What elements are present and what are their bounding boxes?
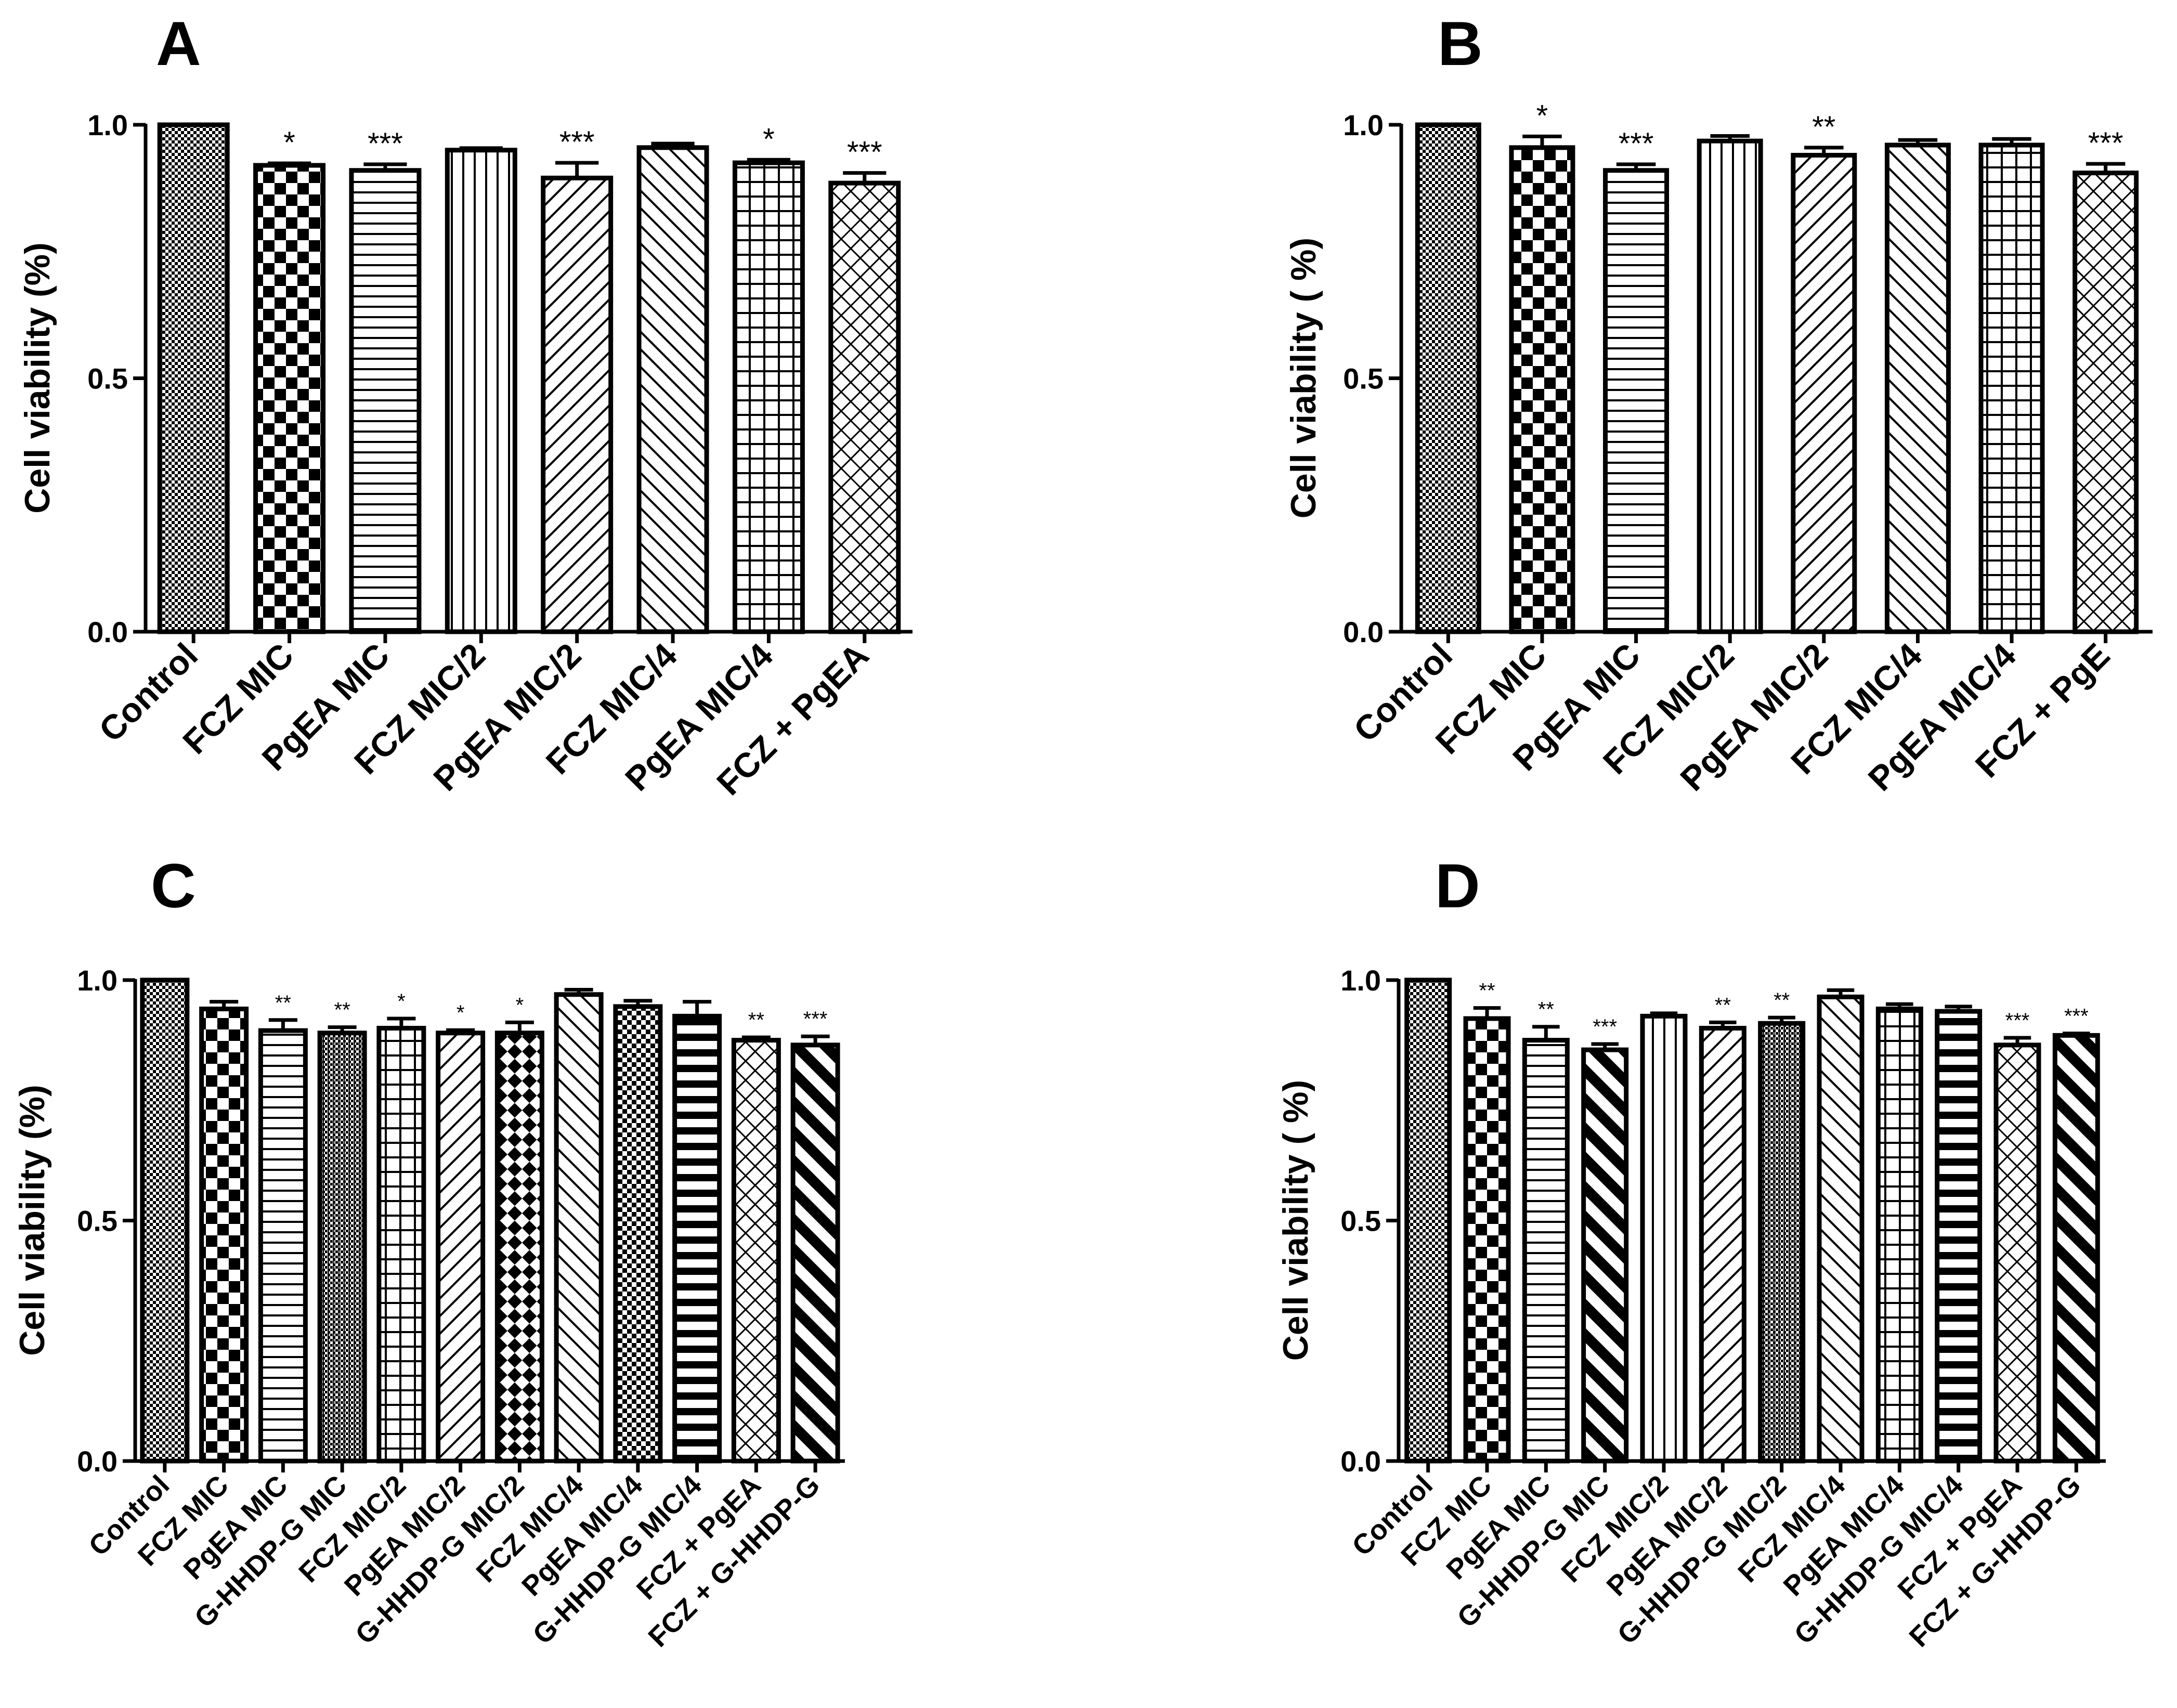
y-tick-label: 0.0	[87, 616, 128, 648]
significance-marker: ***	[368, 127, 403, 161]
bar-fcz-mic-4	[639, 148, 707, 632]
significance-marker: ***	[847, 136, 882, 170]
y-tick-label: 0.5	[77, 1205, 118, 1237]
figure: ACell viability (%)0.00.51.0Control*FCZ …	[0, 0, 2177, 1708]
bar-fcz-mic-4	[1887, 145, 1948, 632]
panel-letter: D	[1435, 851, 1480, 921]
y-tick-label: 1.0	[87, 109, 128, 141]
significance-marker: **	[275, 992, 291, 1014]
bar-fcz-mic	[1511, 148, 1573, 632]
bar-pgea-mic-2	[1793, 155, 1855, 632]
bar-fcz-mic	[202, 1009, 246, 1462]
bar-fcz-mic-2	[1699, 141, 1761, 632]
significance-marker: ***	[559, 125, 595, 159]
significance-marker: *	[457, 1001, 465, 1024]
significance-marker: *	[397, 990, 406, 1013]
significance-marker: **	[1479, 980, 1495, 1002]
y-tick-label: 0.0	[1343, 616, 1384, 648]
significance-marker: ***	[2064, 1005, 2089, 1028]
bar-pgea-mic-2	[543, 178, 611, 632]
bar-control	[1417, 125, 1479, 632]
y-tick-label: 1.0	[1343, 109, 1384, 141]
bar-fcz-pgea	[831, 183, 898, 632]
bar-fcz-g-hhdp-g	[2055, 1035, 2097, 1461]
bar-fcz-mic-2	[379, 1028, 424, 1462]
significance-marker: *	[516, 994, 524, 1016]
bar-fcz-mic-4	[1819, 997, 1862, 1461]
significance-marker: **	[1538, 998, 1554, 1021]
bar-pgea-mic-2	[438, 1033, 483, 1461]
bar-fcz-mic-4	[556, 995, 601, 1461]
significance-marker: *	[763, 122, 775, 156]
significance-marker: **	[1812, 110, 1835, 144]
bar-fcz-pgea	[734, 1040, 778, 1461]
bar-fcz-pge	[2075, 173, 2136, 632]
panel-letter: A	[156, 9, 201, 79]
significance-marker: *	[283, 126, 295, 160]
y-tick-label: 1.0	[1340, 964, 1381, 997]
y-tick-label: 0.5	[1340, 1205, 1381, 1237]
panel-letter: B	[1438, 9, 1483, 79]
bar-pgea-mic-4	[1878, 1009, 1921, 1462]
significance-marker: ***	[1619, 127, 1654, 161]
significance-marker: ***	[2005, 1009, 2030, 1032]
y-axis-label: Cell viability ( %)	[1284, 238, 1323, 518]
bar-g-hhdp-g-mic-2	[1761, 1023, 1803, 1461]
significance-marker: **	[1715, 994, 1731, 1016]
bar-fcz-mic	[1466, 1019, 1508, 1461]
bar-g-hhdp-g-mic-4	[1937, 1011, 1980, 1461]
bar-pgea-mic-4	[1981, 145, 2042, 632]
bar-control	[160, 125, 227, 632]
significance-marker: **	[334, 999, 350, 1022]
bar-g-hhdp-g-mic	[320, 1033, 364, 1461]
bar-pgea-mic	[351, 171, 419, 632]
bar-control	[142, 980, 187, 1461]
significance-marker: ***	[2088, 126, 2123, 160]
bar-fcz-g-hhdp-g	[793, 1045, 838, 1461]
bar-pgea-mic-4	[616, 1007, 660, 1461]
significance-marker: ***	[803, 1008, 828, 1031]
y-tick-label: 0.0	[77, 1445, 118, 1478]
y-tick-label: 0.0	[1340, 1445, 1381, 1478]
bar-pgea-mic	[1524, 1040, 1567, 1461]
bar-pgea-mic	[260, 1031, 305, 1461]
bar-g-hhdp-g-mic-2	[497, 1033, 542, 1461]
significance-marker: *	[1536, 99, 1548, 133]
bar-pgea-mic-2	[1701, 1028, 1744, 1462]
significance-marker: **	[748, 1009, 764, 1032]
significance-marker: ***	[1593, 1015, 1617, 1038]
significance-marker: **	[1774, 989, 1790, 1012]
bar-fcz-mic-2	[1642, 1016, 1685, 1461]
bar-pgea-mic	[1606, 171, 1667, 632]
bar-fcz-mic-2	[447, 150, 515, 632]
y-tick-label: 0.5	[1343, 362, 1384, 395]
bar-fcz-mic	[256, 165, 323, 632]
y-tick-label: 0.5	[87, 362, 128, 395]
bar-fcz-pgea	[1996, 1045, 2039, 1461]
y-axis-label: Cell viability (%)	[18, 242, 57, 513]
y-tick-label: 1.0	[77, 964, 118, 997]
bar-pgea-mic-4	[735, 163, 802, 632]
y-axis-label: Cell viability (%)	[12, 1085, 52, 1355]
bar-g-hhdp-g-mic-4	[675, 1016, 720, 1461]
bar-control	[1407, 980, 1450, 1461]
panel-letter: C	[151, 851, 196, 921]
y-axis-label: Cell viability ( %)	[1276, 1080, 1315, 1361]
bar-g-hhdp-g-mic	[1584, 1050, 1626, 1461]
